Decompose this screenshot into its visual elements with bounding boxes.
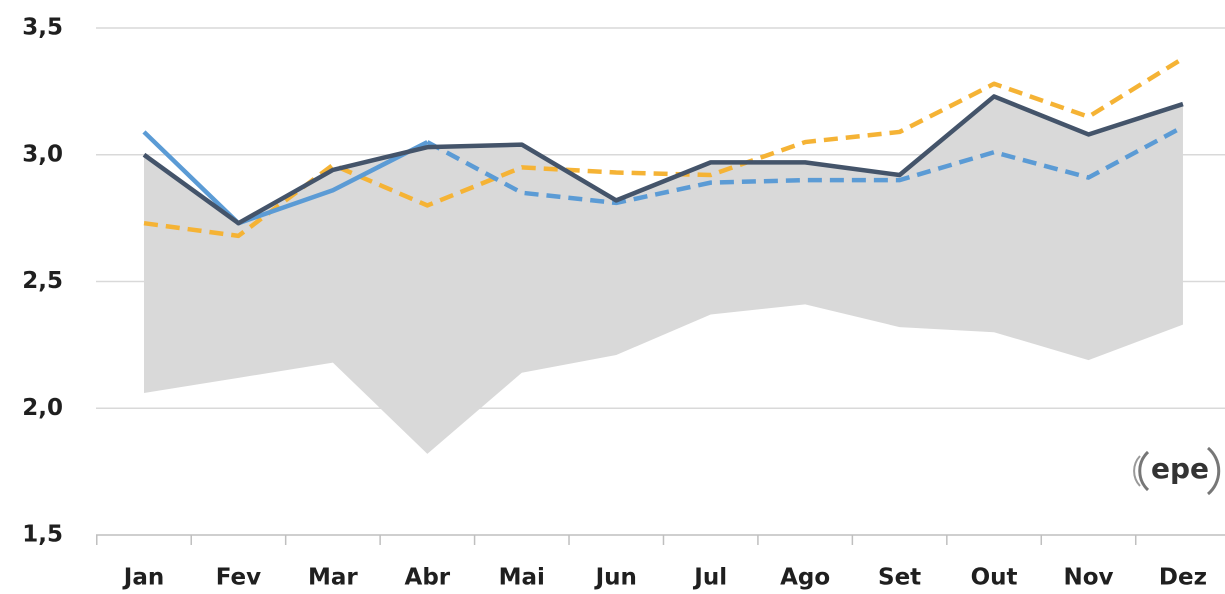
logo (1133, 446, 1221, 496)
line-series (426, 124, 1185, 206)
x-tick-label: Fev (216, 565, 261, 591)
x-tick-label: Ago (780, 565, 830, 591)
x-tick-label: Set (878, 565, 921, 591)
x-tick-label: Dez (1159, 565, 1207, 591)
plot: 1,5 2,0 2,5 3,0 3,5 Jan Fev Mar Abr Mai Jun Jul Ago S… (22, 15, 1225, 591)
logo-arc (1206, 446, 1221, 496)
x-tick-label: Out (971, 565, 1018, 591)
logo-arc (1138, 450, 1150, 492)
x-tick-label: Mai (499, 565, 545, 591)
x-tick-label: Jul (692, 565, 727, 591)
x-tick-label: Jun (594, 565, 637, 591)
logo-arc (1133, 455, 1141, 487)
y-tick-label: 2,0 (22, 395, 63, 421)
x-tick-label: Jan (122, 565, 164, 591)
x-tick-label: Mar (308, 565, 358, 591)
y-tick-label: 2,5 (22, 268, 63, 294)
line-series (142, 130, 429, 226)
x-tick-label: Abr (405, 565, 451, 591)
logo-text: epe (1151, 452, 1209, 485)
y-tick-label: 1,5 (22, 522, 63, 548)
y-tick-label: 3,0 (22, 141, 63, 167)
line-series (143, 56, 1185, 239)
y-tick-label: 3,5 (22, 15, 63, 41)
line-series (142, 94, 1184, 226)
band-area (144, 96, 1183, 454)
x-tick-label: Nov (1063, 565, 1113, 591)
